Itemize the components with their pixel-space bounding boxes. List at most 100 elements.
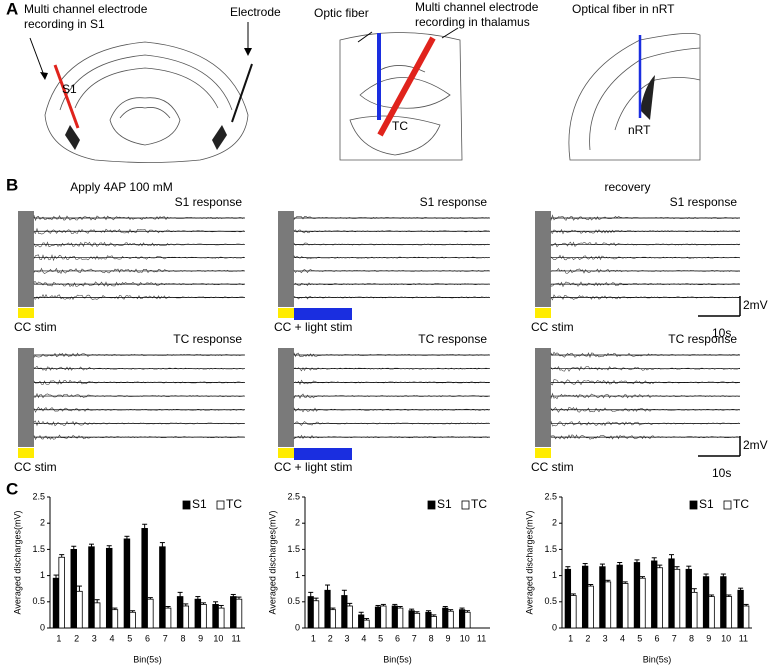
stim-label: CC stim: [531, 320, 574, 334]
x-tick-label: 2: [328, 633, 333, 643]
response-label: S1 response: [420, 195, 488, 209]
column-title: Apply 4AP 100 mM: [70, 180, 173, 194]
trace: [33, 392, 245, 399]
x-tick-label: 1: [311, 633, 316, 643]
error-bar: [448, 609, 454, 612]
x-tick-label: 1: [56, 633, 61, 643]
x-tick-label: 6: [395, 633, 400, 643]
bar: [737, 589, 744, 629]
brain-section: [44, 41, 249, 163]
x-axis-label: Bin(5s): [643, 654, 672, 664]
annotation: recording in thalamus: [415, 15, 530, 29]
x-tick-label: 8: [180, 633, 185, 643]
bar: [341, 595, 348, 629]
error-bar: [686, 565, 692, 570]
annotation: TC: [392, 119, 408, 133]
y-tick-label: 1: [295, 570, 300, 580]
error-bar: [582, 563, 588, 567]
x-tick-label: 10: [213, 633, 223, 643]
bar: [616, 564, 623, 629]
x-axis-label: Bin(5s): [383, 654, 412, 664]
error-bar: [392, 603, 398, 606]
bar: [668, 558, 675, 629]
annotation: nRT: [628, 123, 651, 137]
legend-label: S1: [699, 497, 714, 511]
bar: [673, 568, 681, 629]
stim-artifact: [535, 348, 551, 447]
trace: [550, 379, 741, 386]
x-tick-label: 4: [361, 633, 366, 643]
bar: [725, 596, 733, 629]
panel-label: A: [6, 0, 18, 18]
bar: [212, 604, 219, 629]
y-tick-label: 2: [40, 518, 45, 528]
cc-stim-bar: [278, 448, 294, 458]
stim-artifact: [18, 211, 34, 307]
y-axis-label: Averaged discharges(mV): [524, 511, 534, 615]
response-label: TC response: [418, 332, 487, 346]
x-tick-label: 5: [127, 633, 132, 643]
error-bar: [106, 545, 112, 549]
bar: [235, 598, 243, 629]
y-tick-label: 0: [552, 622, 557, 632]
stim-label: CC stim: [531, 460, 574, 474]
annotation: Multi channel electrode: [415, 0, 539, 14]
error-bar: [622, 581, 628, 584]
y-tick-label: 1.5: [32, 544, 45, 554]
stim-artifact: [535, 211, 551, 307]
bar: [129, 611, 136, 629]
bar: [447, 610, 454, 629]
response-label: TC response: [668, 332, 737, 346]
error-bar: [112, 607, 118, 610]
x-tick-label: 2: [74, 633, 79, 643]
bar: [430, 616, 437, 629]
annotation: recording in S1: [24, 17, 105, 31]
arrowhead: [244, 48, 252, 56]
error-bar: [341, 589, 347, 596]
panel-label: B: [6, 175, 18, 194]
x-axis-label: Bin(5s): [133, 654, 162, 664]
bar: [397, 607, 404, 629]
legend-label: TC: [471, 497, 487, 511]
bar: [76, 590, 83, 629]
y-tick-label: 0.5: [32, 596, 45, 606]
x-tick-label: 3: [92, 633, 97, 643]
error-bar: [639, 576, 645, 579]
error-bar: [130, 610, 136, 613]
x-tick-label: 3: [603, 633, 608, 643]
trace: [550, 281, 741, 288]
error-bar: [709, 594, 715, 597]
error-bar: [380, 603, 386, 606]
y-tick-label: 2.5: [287, 491, 300, 501]
trace: [550, 228, 741, 235]
error-bar: [364, 618, 370, 621]
electrode-s1: [53, 64, 80, 129]
stim-artifact: [18, 348, 34, 447]
bar: [464, 611, 471, 629]
annotation: Electrode: [230, 5, 281, 19]
light-stim-bar: [294, 308, 352, 320]
error-bar: [308, 591, 314, 597]
y-axis-label: Averaged discharges(mV): [267, 511, 277, 615]
error-bar: [442, 606, 448, 609]
bar: [651, 560, 658, 629]
stim-artifact: [278, 348, 294, 447]
error-bar: [375, 604, 381, 608]
x-tick-label: 11: [477, 633, 486, 643]
scale-label: 10s: [712, 326, 731, 340]
response-label: S1 response: [670, 195, 738, 209]
brain-section: [339, 32, 463, 161]
bar: [194, 598, 202, 629]
error-bar: [147, 597, 153, 600]
trace: [293, 367, 490, 372]
legend-label: S1: [437, 497, 452, 511]
error-bar: [159, 542, 165, 547]
error-bar: [76, 585, 82, 592]
x-tick-label: 9: [445, 633, 450, 643]
bar: [656, 567, 663, 629]
stim-label: CC + light stim: [274, 460, 352, 474]
bar: [702, 576, 710, 629]
error-bar: [570, 593, 576, 596]
bar: [581, 565, 589, 629]
